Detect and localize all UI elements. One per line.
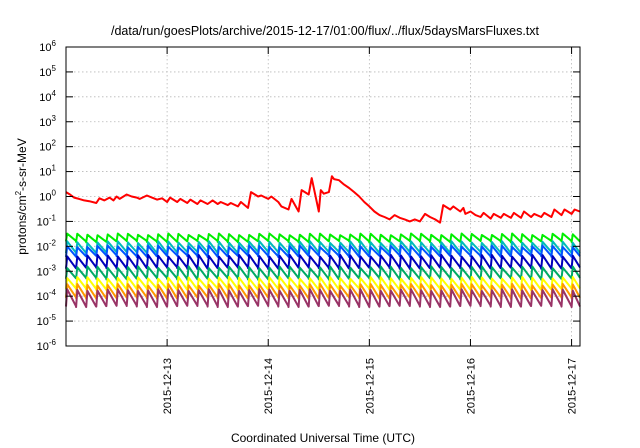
y-tick-exponent: -6 [49,338,57,347]
series-line-2 [65,232,581,244]
y-tick-exponent: -2 [49,238,57,247]
y-tick-label: 100 [39,189,56,204]
y-tick-exponent: -4 [49,288,57,297]
y-tick-label: 10-2 [37,238,57,253]
y-tick-base: 10 [39,192,51,204]
y-tick-base: 10 [37,216,49,228]
series-line-5 [65,253,581,270]
y-tick-base: 10 [39,167,51,179]
axes: 10-610-510-410-310-210-11001011021031041… [37,39,580,414]
x-tick-label: 2015-12-15 [364,358,376,414]
y-axis-label-prefix: protons/cm [15,195,29,254]
x-axis-label: Coordinated Universal Time (UTC) [231,431,415,445]
x-tick-label: 2015-12-14 [263,358,275,414]
y-tick-exponent: 5 [52,64,57,73]
series-line-6 [65,265,581,281]
y-tick-label: 10-5 [37,313,57,328]
y-tick-base: 10 [37,241,49,253]
y-axis-label-suffix: -s-sr-MeV [15,138,29,191]
y-tick-base: 10 [37,266,49,278]
y-tick-exponent: 0 [52,189,57,198]
y-tick-exponent: 1 [52,164,57,173]
y-tick-label: 10-4 [37,288,57,303]
y-tick-exponent: -5 [49,313,57,322]
y-axis-label: protons/cm2-s-sr-MeV [14,138,29,254]
x-tick-label: 2015-12-17 [567,358,579,414]
y-tick-exponent: 3 [52,114,57,123]
series-line-9 [65,288,581,309]
x-tick-label: 2015-12-16 [465,358,477,414]
y-tick-label: 102 [39,139,56,154]
y-tick-label: 10-3 [37,263,57,278]
series-line-4 [65,244,581,258]
y-tick-base: 10 [39,67,51,79]
series-line-7 [65,276,581,292]
y-tick-label: 103 [39,114,56,129]
y-tick-label: 106 [39,39,56,54]
chart-title: /data/run/goesPlots/archive/2015-12-17/0… [111,24,540,38]
y-tick-label: 10-6 [37,338,57,353]
y-tick-exponent: -3 [49,263,57,272]
y-tick-base: 10 [37,291,49,303]
y-tick-exponent: 4 [52,89,57,98]
y-tick-exponent: 6 [52,39,57,48]
x-tick-label: 2015-12-13 [162,358,174,414]
series-line-1 [65,175,581,224]
y-tick-base: 10 [37,341,49,353]
y-tick-label: 101 [39,164,56,179]
y-tick-base: 10 [39,92,51,104]
y-tick-label: 104 [39,89,56,104]
series-group [65,175,581,309]
y-tick-base: 10 [39,142,51,154]
y-tick-base: 10 [37,316,49,328]
y-tick-label: 105 [39,64,56,79]
y-tick-base: 10 [39,42,51,54]
y-tick-exponent: 2 [52,139,57,148]
y-tick-exponent: -1 [49,213,57,222]
y-tick-base: 10 [39,117,51,129]
y-tick-label: 10-1 [37,213,57,228]
y-axis-label-sup: 2 [14,190,23,195]
